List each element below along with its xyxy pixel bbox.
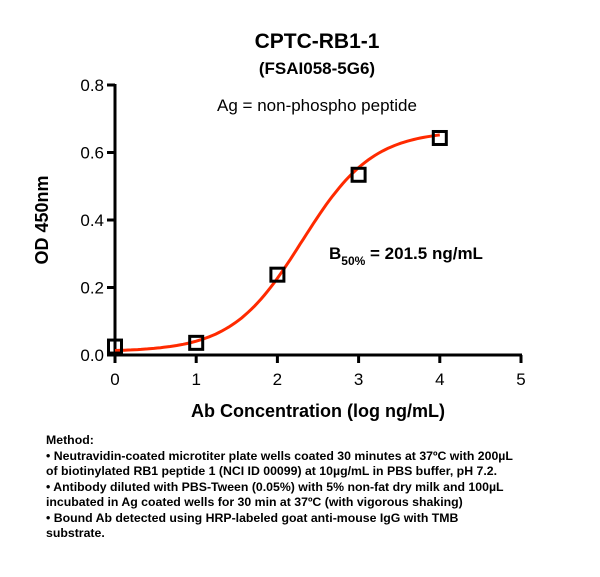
data-point bbox=[188, 334, 205, 351]
y-tick-label: 0.2 bbox=[80, 279, 104, 298]
data-point bbox=[107, 338, 123, 355]
x-tick-label: 3 bbox=[354, 370, 363, 389]
x-tick-label: 2 bbox=[273, 370, 282, 389]
x-tick-label: 0 bbox=[110, 370, 119, 389]
y-tick-label: 0.4 bbox=[80, 211, 104, 230]
y-tick-label: 0.6 bbox=[80, 144, 104, 163]
method-notes: Method: • Neutravidin-coated microtiter … bbox=[46, 433, 586, 542]
data-point bbox=[269, 266, 286, 283]
chart-annotation: Ag = non-phospho peptide bbox=[217, 96, 417, 115]
data-point bbox=[431, 129, 448, 146]
fit-curve bbox=[114, 133, 440, 352]
x-tick-label: 1 bbox=[191, 370, 200, 389]
chart-subtitle: (FSAI058-5G6) bbox=[259, 59, 375, 78]
chart-title: CPTC-RB1-1 bbox=[255, 30, 380, 53]
x-tick-label: 5 bbox=[516, 370, 525, 389]
y-axis-label: OD 450nm bbox=[32, 175, 52, 264]
method-line: • Antibody diluted with PBS-Tween (0.05%… bbox=[46, 479, 504, 494]
method-line: of biotinylated RB1 peptide 1 (NCI ID 00… bbox=[46, 464, 497, 478]
method-line: • Bound Ab detected using HRP-labeled go… bbox=[46, 510, 459, 525]
chart: CPTC-RB1-1 (FSAI058-5G6) Ag = non-phosph… bbox=[32, 30, 526, 421]
method-line: incubated in Ag coated wells for 30 min … bbox=[46, 495, 463, 509]
method-line: • Neutravidin-coated microtiter plate we… bbox=[46, 448, 513, 463]
y-tick-label: 0.0 bbox=[80, 346, 104, 365]
method-heading: Method: bbox=[46, 433, 94, 447]
y-tick-label: 0.8 bbox=[80, 76, 104, 95]
x-axis-label: Ab Concentration (log ng/mL) bbox=[191, 401, 445, 421]
data-point bbox=[350, 166, 367, 183]
x-tick-label: 4 bbox=[435, 370, 444, 389]
method-line: substrate. bbox=[46, 526, 105, 540]
b50-annotation: B50% = 201.5 ng/mL bbox=[329, 244, 483, 268]
